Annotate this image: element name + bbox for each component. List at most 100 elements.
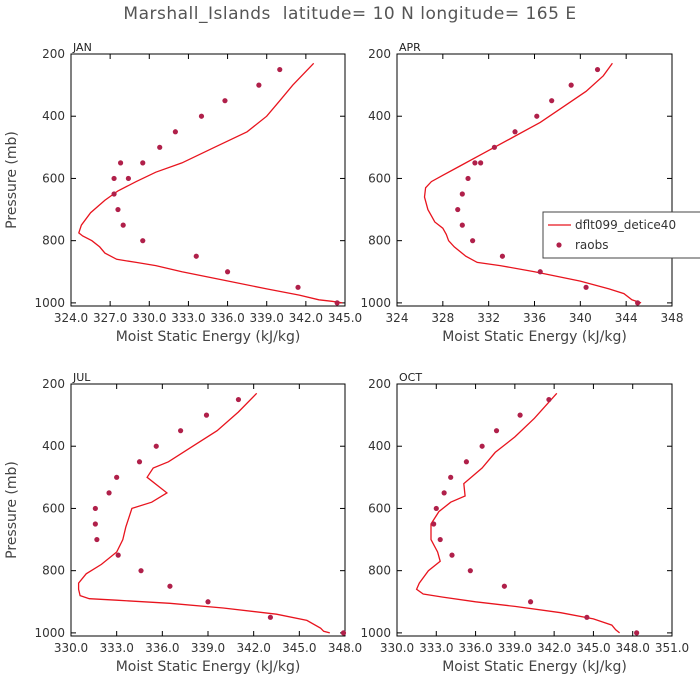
chart-oct-series-raobs-point [467, 568, 473, 574]
chart-jan-x-tick-label: 336.0 [210, 311, 244, 325]
chart-jan-series-raobs-point [117, 160, 124, 166]
chart-jul-x-tick-label: 330.0 [54, 641, 88, 655]
chart-apr-series-raobs-point [534, 113, 540, 119]
chart-apr-series-raobs-point [455, 206, 461, 213]
chart-oct-series-dflt099-detice40-line [415, 392, 621, 634]
chart-jul-panel: 330.0 333.0 336.0 339.0 342.0 345.0 348.0 200 40… [4, 371, 362, 675]
chart-apr-y-tick-label: 600 [368, 171, 391, 185]
chart-jan-x-tick-label: 327.0 [93, 311, 127, 325]
chart-jan-series-raobs-point [140, 160, 146, 166]
chart-apr-plot-frame [396, 53, 673, 307]
chart-apr-x-tick-label: 344 [615, 311, 638, 325]
chart-jul-series-raobs-point [235, 396, 242, 403]
chart-jul-series-raobs-point [203, 412, 210, 418]
chart-oct-x-tick-label: 348.0 [616, 641, 650, 655]
chart-apr-series-raobs-point [470, 238, 476, 244]
legend-label-raobs: raobs [575, 238, 609, 252]
chart-apr-x-tick-label: 348 [661, 311, 684, 325]
chart-jan-panel: 324.0 327.0 330.0 333.0 336.0 339.0 342.0 345.0… [4, 41, 362, 345]
chart-jan-series-raobs-point [256, 82, 262, 88]
chart-jan-series-raobs-point [111, 191, 117, 197]
chart-oct-y-tick-label: 400 [368, 439, 391, 453]
chart-oct-series-raobs-point [634, 630, 640, 636]
legend-label-dflt099-detice40: dflt099_detice40 [575, 218, 676, 232]
chart-oct-y-tick-label: 600 [368, 501, 391, 515]
chart-apr-panel-label: APR [399, 41, 421, 54]
chart-oct-series-raobs-point [479, 443, 485, 449]
chart-jul-y-tick-label: 200 [42, 377, 65, 391]
chart-jan-series-raobs-point [334, 300, 340, 306]
chart-jul-y-tick-label: 400 [42, 439, 65, 453]
chart-jul-series-raobs-point [92, 505, 98, 512]
chart-oct-y-tick-label: 1000 [360, 626, 391, 640]
chart-jul-series-raobs-point [340, 630, 347, 636]
chart-jul-series-raobs-point [267, 614, 274, 620]
chart-apr-y-tick-label: 400 [368, 109, 391, 123]
chart-jan-plot-frame [70, 53, 346, 307]
chart-jan-series-raobs-point [172, 129, 178, 135]
chart-oct-panel: 330.0 333.0 336.0 339.0 342.0 345.0 348.0 351.0… [360, 371, 689, 675]
chart-jan-y-tick-label: 600 [42, 171, 65, 185]
chart-jan-y-tick-label: 400 [42, 109, 65, 123]
chart-jul-series-raobs-point [167, 583, 173, 589]
chart-apr-y-tick-label: 1000 [360, 296, 391, 310]
chart-jan-series-raobs-point [277, 66, 283, 73]
chart-oct-series-raobs-point [527, 599, 534, 605]
chart-jul-x-tick-label: 345.0 [282, 641, 316, 655]
chart-apr-series-raobs-point [459, 222, 465, 228]
chart-apr-x-axis-title: Moist Static Energy (kJ/kg) [442, 329, 627, 345]
chart-jan-series-raobs-point [157, 144, 163, 150]
chart-jul-y-tick-label: 800 [42, 564, 65, 578]
chart-apr-series-raobs-point [465, 175, 471, 182]
chart-oct-x-tick-label: 351.0 [655, 641, 689, 655]
chart-jan-series-raobs-point [193, 253, 199, 259]
chart-apr-series-raobs-point [583, 284, 589, 290]
chart-jan-x-tick-label: 345.0 [328, 311, 362, 325]
chart-apr-series-raobs-point [459, 191, 465, 197]
chart-apr-x-tick-label: 324 [386, 311, 409, 325]
chart-jan-series-raobs-point [120, 222, 126, 228]
legend-dot-swatch [556, 242, 562, 248]
chart-jul-series-raobs-point [94, 536, 100, 543]
chart-apr-y-tick-label: 200 [368, 47, 391, 61]
chart-jan-x-axis-title: Moist Static Energy (kJ/kg) [116, 329, 301, 345]
chart-jul-x-axis-title: Moist Static Energy (kJ/kg) [116, 659, 301, 675]
chart-jul-series-raobs-point [205, 599, 211, 605]
chart-jan-x-tick-label: 330.0 [132, 311, 166, 325]
chart-jul-series-raobs-point [92, 521, 98, 527]
chart-jan-series-raobs-point [295, 284, 301, 290]
chart-jan-x-tick-label: 324.0 [54, 311, 88, 325]
chart-oct-x-tick-label: 330.0 [380, 641, 414, 655]
chart-apr-x-tick-label: 340 [569, 311, 592, 325]
chart-oct-series-raobs-point [431, 521, 437, 527]
chart-apr-x-tick-label: 336 [523, 311, 546, 325]
chart-jul-x-tick-label: 339.0 [191, 641, 225, 655]
chart-jan-series-raobs-point [115, 206, 121, 213]
chart-apr-series-raobs-point [537, 269, 543, 275]
chart-apr-series-raobs-point [512, 129, 518, 135]
chart-jan-series-dflt099-detice40-line [78, 62, 343, 304]
chart-oct-series-raobs-point [584, 614, 590, 620]
chart-oct-series-raobs-point [493, 428, 500, 434]
chart-jul-x-tick-label: 333.0 [99, 641, 133, 655]
chart-jan-series-raobs-point [111, 175, 117, 182]
chart-jul-x-tick-label: 336.0 [145, 641, 179, 655]
chart-jan-x-tick-label: 339.0 [250, 311, 284, 325]
chart-jul-series-raobs-point [178, 428, 184, 434]
chart-apr-series-dflt099-detice40-line [423, 62, 642, 304]
chart-jul-series-dflt099-detice40-line [77, 392, 330, 634]
chart-jan-y-tick-label: 1000 [34, 296, 65, 310]
chart-oct-x-tick-label: 339.0 [498, 641, 532, 655]
chart-jul-plot-frame [70, 383, 346, 637]
chart-oct-x-axis-title: Moist Static Energy (kJ/kg) [442, 659, 627, 675]
chart-jul-series-raobs-point [138, 568, 144, 574]
chart-oct-x-tick-label: 345.0 [576, 641, 610, 655]
chart-jan-series-raobs-point [125, 175, 132, 182]
chart-oct-series-raobs-point [501, 583, 507, 589]
chart-jul-series-raobs-point [106, 490, 112, 496]
chart-apr-series-raobs-point [478, 160, 484, 166]
chart-jan-x-tick-label: 342.0 [289, 311, 323, 325]
chart-apr-series-raobs-point [491, 144, 497, 150]
chart-oct-y-tick-label: 200 [368, 377, 391, 391]
